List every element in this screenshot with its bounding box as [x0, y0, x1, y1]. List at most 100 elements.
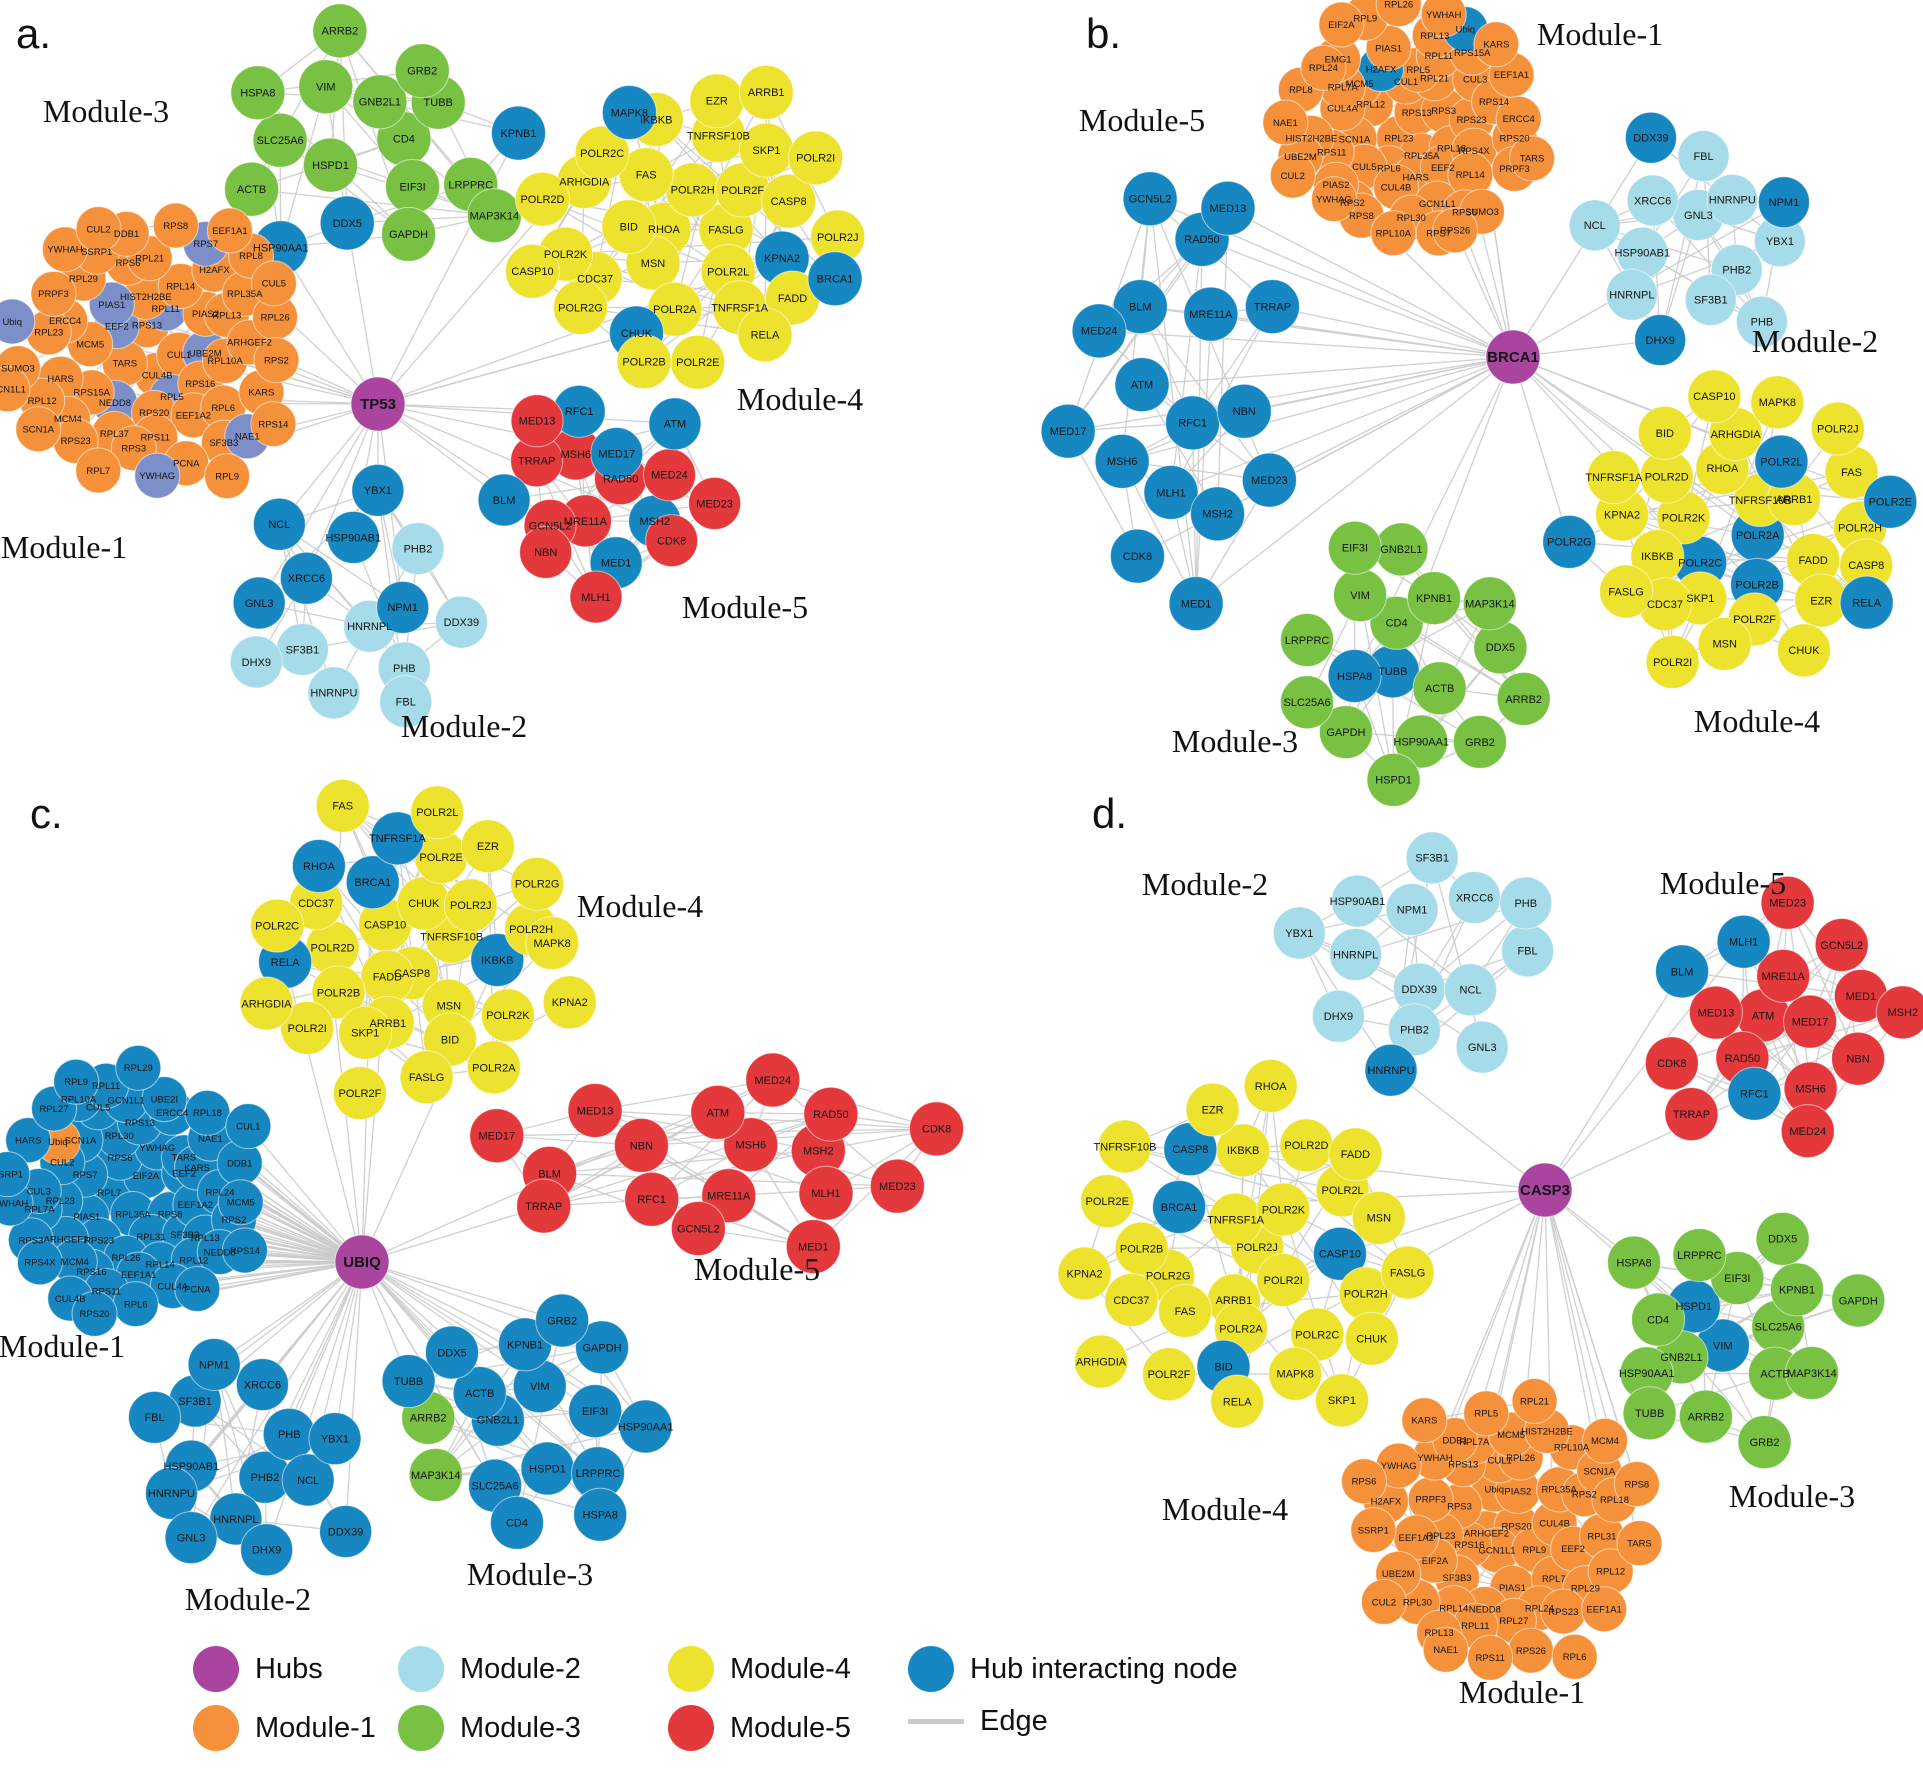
node-label: HNRNPL	[347, 621, 392, 633]
node-POLR2B	[616, 334, 672, 390]
legend-item-module-1: Module-1	[193, 1705, 376, 1751]
node-HNRNPL	[1605, 268, 1658, 321]
module-label: Module-4	[577, 888, 703, 924]
node-label: GAPDH	[389, 229, 428, 241]
node-label: IKBKB	[1641, 551, 1673, 563]
node-label: EIF3I	[1724, 1273, 1750, 1285]
node-MAPK8	[1750, 375, 1805, 430]
node-label: SSRP1	[81, 247, 112, 258]
node-label: POLR2H	[1838, 523, 1882, 535]
node-POLR2L	[410, 785, 465, 840]
node-label: RPL10A	[61, 1094, 97, 1105]
node-label: NAE1	[198, 1134, 223, 1145]
node-label: GCN5L2	[1129, 194, 1172, 206]
node-label: RPS14	[230, 1246, 260, 1257]
node-label: HSPD1	[312, 160, 349, 172]
node-label: RPS3	[19, 1236, 44, 1247]
node-GAPDH	[1318, 705, 1373, 760]
node-label: RPL35A	[227, 289, 263, 300]
node-label: MCM5	[1346, 79, 1374, 90]
node-label: NPM1	[387, 602, 418, 614]
node-label: CD4	[393, 134, 415, 146]
node-YBX1	[351, 463, 405, 517]
node-label: RPS16	[1454, 1540, 1484, 1551]
node-label: DDX39	[444, 617, 479, 629]
node-label: MSH6	[561, 449, 592, 461]
node-YBX1	[308, 1412, 362, 1466]
node-POLR2I	[1645, 634, 1700, 689]
node-NPM1	[376, 580, 430, 634]
node-EZR	[1185, 1082, 1240, 1137]
node-label: RPS7	[73, 1170, 98, 1181]
node-label: HSP90AA1	[618, 1421, 674, 1433]
node-label: POLR2A	[1736, 530, 1780, 542]
node-label: RAD50	[813, 1109, 848, 1121]
node-label: MSN	[437, 1000, 462, 1012]
module-label: Module-4	[1162, 1491, 1288, 1527]
node-label: GRB2	[547, 1315, 577, 1327]
module-label: Module-4	[737, 381, 863, 417]
node-label: RFC1	[1740, 1089, 1769, 1101]
node-GAPDH	[1831, 1273, 1886, 1328]
node-label: POLR2K	[1662, 512, 1706, 524]
node-label: EEF1A1	[121, 1270, 156, 1281]
node-label: HSP90AB1	[325, 532, 381, 544]
module-label: Module-4	[1694, 703, 1820, 739]
annotations: a. Module-3 Module-1 Module-4 Module-5 Module…	[0, 10, 1878, 1710]
node-label: XRCC6	[288, 573, 325, 585]
node-label: CUL1	[236, 1121, 260, 1132]
node-label: RPL24	[205, 1187, 234, 1198]
node-label: CHUK	[1788, 645, 1820, 657]
node-label: SF3B3	[1443, 1573, 1472, 1584]
node-label: POLR2J	[817, 232, 859, 244]
node-label: RPS20	[139, 408, 169, 419]
node-label: GAPDH	[1326, 727, 1365, 739]
node-label: POLR2E	[1869, 497, 1912, 509]
node-label: RPL24	[1525, 1603, 1554, 1614]
legend-item-module-5: Module-5	[668, 1705, 851, 1751]
node-label: HSPA8	[240, 88, 275, 100]
node-label: ERCC4	[1503, 114, 1535, 125]
node-label: CUL2	[1372, 1597, 1396, 1608]
node-label: RPL18	[1600, 1495, 1629, 1506]
node-POLR2C	[250, 898, 305, 953]
node-label: SLC25A6	[257, 135, 304, 147]
node-label: KARS	[1483, 40, 1509, 51]
node-label: MRE11A	[1189, 309, 1233, 321]
node-label: RPL9	[64, 1077, 88, 1088]
node-label: GCN5L2	[529, 520, 572, 532]
node-label: RELA	[1223, 1396, 1252, 1408]
node-label: SF3B3	[170, 1230, 199, 1241]
node-label: KPNA2	[552, 997, 588, 1009]
node-label: FADD	[373, 972, 402, 984]
node-NCL	[281, 1453, 335, 1507]
node-label: YWHAG	[139, 471, 175, 482]
node-DHX9	[240, 1523, 294, 1577]
node-label: MSN	[1712, 639, 1737, 651]
node-label: POLR2D	[310, 942, 354, 954]
node-DHX9	[1634, 314, 1687, 367]
node-label: RPL7	[98, 1188, 122, 1199]
node-MCM5	[217, 1179, 264, 1226]
node-RFC1	[624, 1171, 680, 1227]
node-YBX1	[1272, 906, 1326, 960]
node-HSPA8	[1327, 649, 1382, 704]
node-label: TUBB	[424, 97, 453, 109]
node-label: RPL27	[40, 1104, 69, 1115]
node-label: NAE1	[235, 432, 260, 443]
node-label: RPS20	[1502, 1522, 1532, 1533]
node-label: DDX39	[1402, 984, 1437, 996]
node-XRCC6	[235, 1358, 289, 1412]
node-label: CASP10	[1693, 391, 1735, 403]
node-BLM	[1112, 279, 1168, 335]
node-label: GNB2L1	[359, 97, 401, 109]
node-MED13	[510, 394, 564, 448]
node-label: RPL10A	[1376, 229, 1412, 240]
node-TNFRSF1A	[1586, 450, 1641, 505]
node-label: H2AFX	[1366, 64, 1397, 75]
node-RPL7	[75, 447, 122, 494]
node-label: TNFRSF1A	[711, 302, 769, 314]
node-CHUK	[1776, 623, 1831, 678]
node-DDX5	[1755, 1211, 1810, 1266]
